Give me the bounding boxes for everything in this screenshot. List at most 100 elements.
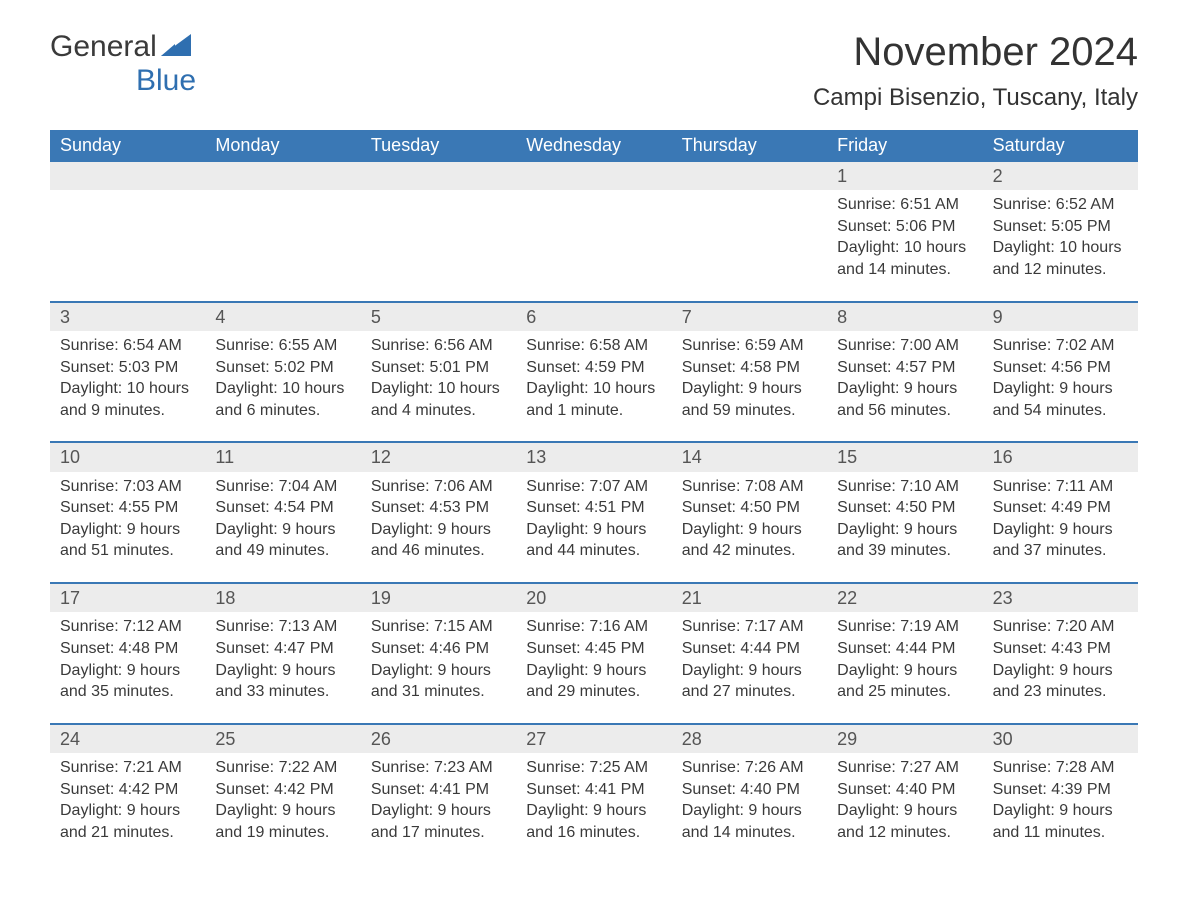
sunrise-line: Sunrise: 7:12 AM <box>60 616 195 638</box>
sunrise-line: Sunrise: 7:17 AM <box>682 616 817 638</box>
day-number: 12 <box>361 443 516 471</box>
calendar-cell: 18Sunrise: 7:13 AMSunset: 4:47 PMDayligh… <box>205 584 360 707</box>
calendar-cell: 29Sunrise: 7:27 AMSunset: 4:40 PMDayligh… <box>827 725 982 848</box>
dow-header: Saturday <box>983 130 1138 162</box>
page-header: General Blue November 2024 Campi Bisenzi… <box>50 30 1138 126</box>
sunset-line: Sunset: 4:42 PM <box>215 779 350 801</box>
sunrise-line: Sunrise: 7:21 AM <box>60 757 195 779</box>
sunset-line: Sunset: 4:44 PM <box>682 638 817 660</box>
day-number: 18 <box>205 584 360 612</box>
calendar-cell: 25Sunrise: 7:22 AMSunset: 4:42 PMDayligh… <box>205 725 360 848</box>
calendar-cell: 10Sunrise: 7:03 AMSunset: 4:55 PMDayligh… <box>50 443 205 566</box>
calendar-cell: 16Sunrise: 7:11 AMSunset: 4:49 PMDayligh… <box>983 443 1138 566</box>
day-number: 11 <box>205 443 360 471</box>
calendar-cell: 5Sunrise: 6:56 AMSunset: 5:01 PMDaylight… <box>361 303 516 426</box>
dow-header: Thursday <box>672 130 827 162</box>
calendar-cell: 23Sunrise: 7:20 AMSunset: 4:43 PMDayligh… <box>983 584 1138 707</box>
calendar-cell: 1Sunrise: 6:51 AMSunset: 5:06 PMDaylight… <box>827 162 982 285</box>
day-number <box>516 162 671 190</box>
sunset-line: Sunset: 4:46 PM <box>371 638 506 660</box>
sunrise-line: Sunrise: 6:51 AM <box>837 194 972 216</box>
sunrise-line: Sunrise: 7:08 AM <box>682 476 817 498</box>
sail-icon <box>161 34 191 56</box>
sunrise-line: Sunrise: 6:52 AM <box>993 194 1128 216</box>
sunrise-line: Sunrise: 7:25 AM <box>526 757 661 779</box>
calendar-cell: 8Sunrise: 7:00 AMSunset: 4:57 PMDaylight… <box>827 303 982 426</box>
day-number: 13 <box>516 443 671 471</box>
sunrise-line: Sunrise: 7:02 AM <box>993 335 1128 357</box>
dow-header: Sunday <box>50 130 205 162</box>
sunset-line: Sunset: 4:41 PM <box>371 779 506 801</box>
calendar-cell: 26Sunrise: 7:23 AMSunset: 4:41 PMDayligh… <box>361 725 516 848</box>
day-number: 10 <box>50 443 205 471</box>
sunset-line: Sunset: 5:05 PM <box>993 216 1128 238</box>
sunset-line: Sunset: 4:39 PM <box>993 779 1128 801</box>
day-number: 27 <box>516 725 671 753</box>
daylight-line: Daylight: 9 hours and 44 minutes. <box>526 519 661 562</box>
dow-header: Tuesday <box>361 130 516 162</box>
sunrise-line: Sunrise: 7:13 AM <box>215 616 350 638</box>
calendar-cell: 21 Sunrise: 7:17 AMSunset: 4:44 PMDayligh… <box>672 584 827 707</box>
sunrise-line: Sunrise: 6:58 AM <box>526 335 661 357</box>
daylight-line: Daylight: 10 hours and 6 minutes. <box>215 378 350 421</box>
calendar-cell: 4Sunrise: 6:55 AMSunset: 5:02 PMDaylight… <box>205 303 360 426</box>
brand-logo: General Blue <box>50 30 196 98</box>
sunrise-line: Sunrise: 7:04 AM <box>215 476 350 498</box>
day-number: 14 <box>672 443 827 471</box>
calendar-cell: 2Sunrise: 6:52 AMSunset: 5:05 PMDaylight… <box>983 162 1138 285</box>
sunrise-line: Sunrise: 7:19 AM <box>837 616 972 638</box>
calendar-cell: 27Sunrise: 7:25 AMSunset: 4:41 PMDayligh… <box>516 725 671 848</box>
sunrise-line: Sunrise: 7:28 AM <box>993 757 1128 779</box>
daylight-line: Daylight: 9 hours and 29 minutes. <box>526 660 661 703</box>
day-number: 17 <box>50 584 205 612</box>
sunrise-line: Sunrise: 7:15 AM <box>371 616 506 638</box>
calendar-cell: 20Sunrise: 7:16 AMSunset: 4:45 PMDayligh… <box>516 584 671 707</box>
day-number: 2 <box>983 162 1138 190</box>
sunrise-line: Sunrise: 7:26 AM <box>682 757 817 779</box>
sunrise-line: Sunrise: 6:55 AM <box>215 335 350 357</box>
day-number: 1 <box>827 162 982 190</box>
daylight-line: Daylight: 9 hours and 59 minutes. <box>682 378 817 421</box>
day-number: 20 <box>516 584 671 612</box>
calendar-cell: 30Sunrise: 7:28 AMSunset: 4:39 PMDayligh… <box>983 725 1138 848</box>
sunrise-line: Sunrise: 7:00 AM <box>837 335 972 357</box>
day-number: 4 <box>205 303 360 331</box>
month-title: November 2024 <box>813 30 1138 74</box>
day-number <box>672 162 827 190</box>
calendar-cell: 12Sunrise: 7:06 AMSunset: 4:53 PMDayligh… <box>361 443 516 566</box>
daylight-line: Daylight: 9 hours and 46 minutes. <box>371 519 506 562</box>
day-number: 8 <box>827 303 982 331</box>
calendar-cell: 14Sunrise: 7:08 AMSunset: 4:50 PMDayligh… <box>672 443 827 566</box>
sunset-line: Sunset: 5:01 PM <box>371 357 506 379</box>
calendar-cell <box>672 162 827 285</box>
brand-text: General Blue <box>50 30 196 98</box>
calendar-cell: 24Sunrise: 7:21 AMSunset: 4:42 PMDayligh… <box>50 725 205 848</box>
sunset-line: Sunset: 4:56 PM <box>993 357 1128 379</box>
daylight-line: Daylight: 9 hours and 27 minutes. <box>682 660 817 703</box>
daylight-line: Daylight: 10 hours and 9 minutes. <box>60 378 195 421</box>
sunrise-line: Sunrise: 7:03 AM <box>60 476 195 498</box>
daylight-line: Daylight: 9 hours and 49 minutes. <box>215 519 350 562</box>
calendar-cell: 15Sunrise: 7:10 AMSunset: 4:50 PMDayligh… <box>827 443 982 566</box>
location-subtitle: Campi Bisenzio, Tuscany, Italy <box>813 84 1138 112</box>
sunrise-line: Sunrise: 6:59 AM <box>682 335 817 357</box>
day-number: 30 <box>983 725 1138 753</box>
day-number: 25 <box>205 725 360 753</box>
daylight-line: Daylight: 9 hours and 42 minutes. <box>682 519 817 562</box>
day-number: 19 <box>361 584 516 612</box>
day-number: 23 <box>983 584 1138 612</box>
day-number: 21 <box>672 584 827 612</box>
sunset-line: Sunset: 4:47 PM <box>215 638 350 660</box>
sunset-line: Sunset: 4:55 PM <box>60 497 195 519</box>
calendar-cell: 22Sunrise: 7:19 AMSunset: 4:44 PMDayligh… <box>827 584 982 707</box>
sunrise-line: Sunrise: 7:16 AM <box>526 616 661 638</box>
sunset-line: Sunset: 4:53 PM <box>371 497 506 519</box>
calendar-cell: 7Sunrise: 6:59 AMSunset: 4:58 PMDaylight… <box>672 303 827 426</box>
sunrise-line: Sunrise: 7:23 AM <box>371 757 506 779</box>
sunrise-line: Sunrise: 7:22 AM <box>215 757 350 779</box>
day-number: 29 <box>827 725 982 753</box>
daylight-line: Daylight: 10 hours and 14 minutes. <box>837 237 972 280</box>
brand-word-2: Blue <box>136 64 196 97</box>
sunrise-line: Sunrise: 7:20 AM <box>993 616 1128 638</box>
daylight-line: Daylight: 9 hours and 16 minutes. <box>526 800 661 843</box>
